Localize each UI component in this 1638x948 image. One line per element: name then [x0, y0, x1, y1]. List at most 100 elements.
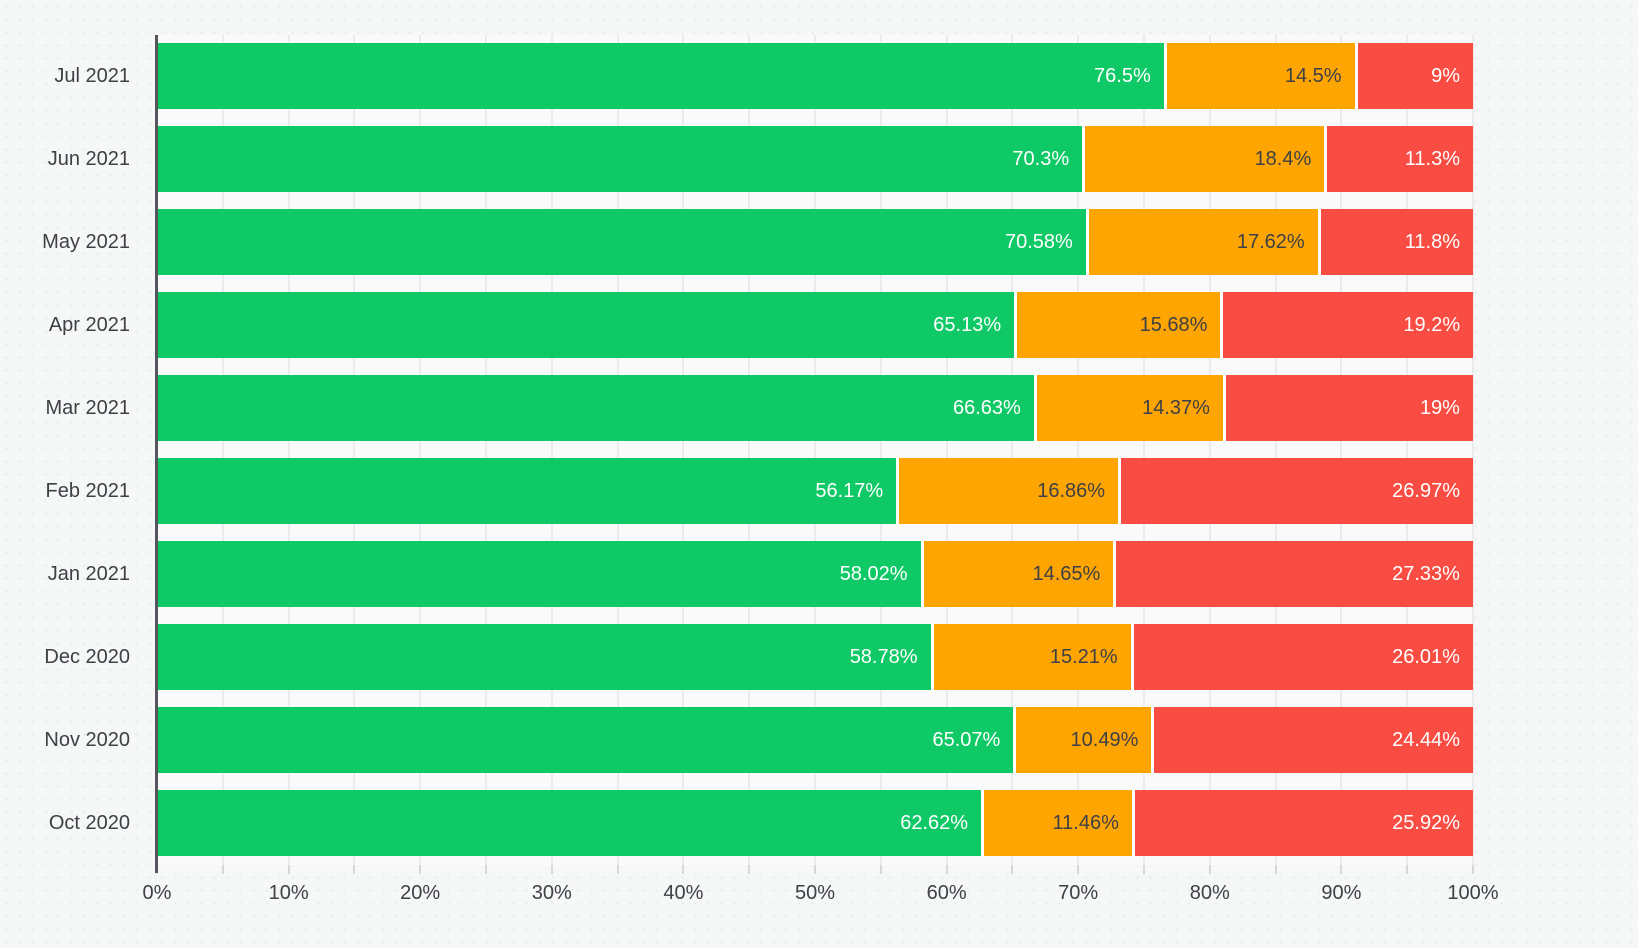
bar-segment-green[interactable]: 65.07% [157, 707, 1014, 773]
bar-segment-orange[interactable]: 16.86% [896, 458, 1119, 524]
plot-area: Jul 2021 76.5% 14.5% 9% Jun 2021 70.3% 18.4% 11… [42, 35, 1474, 865]
bar-segment-green[interactable]: 62.62% [157, 790, 982, 856]
bar-segment-red[interactable]: 26.01% [1130, 624, 1473, 690]
bar-track: 58.02% 14.65% 27.33% [157, 541, 1473, 607]
bar-value-label: 70.3% [1012, 147, 1070, 170]
bar-track: 56.17% 16.86% 26.97% [157, 458, 1473, 524]
bar-segment-orange[interactable]: 15.68% [1014, 292, 1221, 358]
bar-segment-green[interactable]: 76.5% [157, 43, 1164, 109]
axis-tick [221, 865, 224, 874]
bar-track: 58.78% 15.21% 26.01% [157, 624, 1473, 690]
bar-segment-red[interactable]: 11.3% [1324, 126, 1473, 192]
bar-value-label: 58.02% [839, 562, 908, 585]
axis-tick [353, 865, 356, 874]
gridline [353, 35, 356, 865]
axis-tick [485, 865, 487, 874]
bar-track: 65.07% 10.49% 24.44% [157, 707, 1473, 773]
bar-segment-green[interactable]: 70.3% [157, 126, 1083, 192]
gridline [616, 35, 619, 865]
bar-value-label: 11.8% [1404, 230, 1460, 253]
bar-segment-green[interactable]: 58.78% [157, 624, 931, 690]
category-label: Feb 2021 [45, 480, 130, 502]
bar-value-label: 65.07% [932, 728, 1001, 751]
category-label: Oct 2020 [48, 812, 130, 834]
bar-value-label: 15.68% [1139, 313, 1208, 336]
x-axis-tick-label: 0% [142, 882, 172, 904]
bar-segment-green[interactable]: 58.02% [157, 541, 921, 607]
category-label: Dec 2020 [44, 646, 130, 668]
x-axis-tick-label: 30% [531, 882, 572, 904]
bar-segment-green[interactable]: 70.58% [157, 209, 1086, 275]
bar-segment-green[interactable]: 66.63% [157, 375, 1034, 441]
gridline [814, 35, 816, 865]
bar-value-label: 76.5% [1094, 64, 1151, 87]
bar-segment-orange[interactable]: 17.62% [1085, 209, 1318, 275]
bar-segment-red[interactable]: 25.92% [1131, 790, 1473, 856]
bar-track: 70.3% 18.4% 11.3% [157, 126, 1473, 192]
bar-segment-red[interactable]: 24.44% [1151, 707, 1473, 773]
bar-row: Jul 2021 76.5% 14.5% 9% [54, 35, 1473, 118]
bar-value-label: 14.65% [1032, 562, 1101, 585]
axis-tick [748, 865, 751, 874]
bar-segment-red[interactable]: 9% [1354, 43, 1473, 109]
bar-segment-red[interactable]: 26.97% [1118, 458, 1473, 524]
gridline [1208, 35, 1211, 865]
bar-row: Dec 2020 58.78% 15.21% 26.01% [44, 616, 1473, 699]
bar-value-label: 24.44% [1392, 728, 1460, 751]
bar-value-label: 11.3% [1404, 147, 1460, 170]
x-axis-tick-label: 50% [794, 882, 836, 904]
bar-segment-red[interactable]: 19% [1222, 375, 1473, 441]
bar-row: Nov 2020 65.07% 10.49% 24.44% [44, 699, 1473, 782]
bar-value-label: 16.86% [1037, 479, 1106, 502]
gridline [419, 35, 422, 865]
bar-value-label: 25.92% [1392, 811, 1460, 834]
bar-value-label: 18.4% [1254, 147, 1312, 170]
bar-segment-red[interactable]: 19.2% [1220, 292, 1474, 358]
bar-segment-orange[interactable]: 10.49% [1013, 707, 1152, 773]
bar-row: Apr 2021 65.13% 15.68% 19.2% [49, 284, 1474, 367]
bar-segment-orange[interactable]: 14.37% [1033, 375, 1223, 441]
gridline [879, 35, 882, 865]
bar-segment-red[interactable]: 11.8% [1317, 209, 1473, 275]
gridline [1143, 35, 1145, 865]
axis-tick [1274, 865, 1277, 874]
bar-segment-orange[interactable]: 15.21% [930, 624, 1131, 690]
axis-tick [1077, 865, 1080, 874]
x-axis-tick-label: 40% [663, 882, 704, 904]
gridline [945, 35, 948, 865]
gridline [1011, 35, 1014, 865]
gridline [748, 35, 751, 865]
category-label: Jun 2021 [47, 148, 130, 170]
axis-tick [287, 865, 290, 874]
axis-tick [1011, 865, 1014, 874]
gridline [1077, 35, 1080, 865]
gridline [1406, 35, 1409, 865]
bar-segment-orange[interactable]: 18.4% [1082, 126, 1325, 192]
bar-value-label: 14.37% [1142, 396, 1210, 419]
bar-value-label: 26.97% [1392, 479, 1460, 502]
bar-row: Mar 2021 66.63% 14.37% 19% [46, 367, 1473, 450]
bar-track: 76.5% 14.5% 9% [157, 43, 1473, 109]
gridline [550, 35, 553, 865]
category-label: Nov 2020 [44, 729, 130, 751]
bar-row: Feb 2021 56.17% 16.86% 26.97% [45, 450, 1473, 533]
bar-row: Oct 2020 62.62% 11.46% 25.92% [49, 782, 1473, 865]
bar-segment-green[interactable]: 65.13% [157, 292, 1015, 358]
bar-segment-green[interactable]: 56.17% [157, 458, 897, 524]
bar-segment-orange[interactable]: 11.46% [981, 790, 1132, 856]
bar-segment-orange[interactable]: 14.65% [920, 541, 1114, 607]
bar-segment-orange[interactable]: 14.5% [1163, 43, 1355, 109]
bar-value-label: 19.2% [1403, 313, 1461, 336]
bar-track: 65.13% 15.68% 19.2% [157, 292, 1474, 358]
y-axis-line [155, 35, 158, 873]
bar-value-label: 66.63% [953, 396, 1021, 419]
bar-track: 62.62% 11.46% 25.92% [157, 790, 1473, 856]
axis-tick [1208, 865, 1211, 874]
bar-value-label: 19% [1419, 396, 1460, 419]
bar-segment-red[interactable]: 27.33% [1113, 541, 1473, 607]
bar-value-label: 65.13% [933, 313, 1002, 336]
axis-tick [879, 865, 882, 874]
category-label: Apr 2021 [48, 314, 130, 336]
x-axis-tick-label: 70% [1058, 882, 1099, 904]
axis-tick [550, 865, 553, 874]
